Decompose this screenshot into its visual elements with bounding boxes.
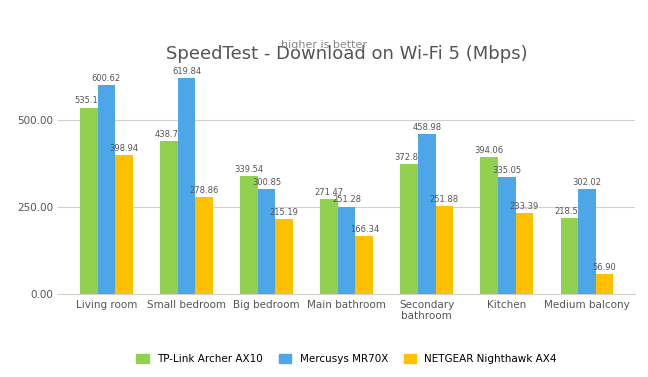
Text: 458.98: 458.98 [412,123,441,132]
Bar [258,189,275,294]
Title: SpeedTest - Download on Wi-Fi 5 (Mbps): SpeedTest - Download on Wi-Fi 5 (Mbps) [166,44,527,63]
Bar [435,206,453,294]
Text: 56.90: 56.90 [593,263,616,272]
Bar [400,164,418,294]
Text: 251.28: 251.28 [332,195,361,204]
Text: 535.17: 535.17 [74,97,103,106]
Bar [320,199,338,294]
Text: 394.06: 394.06 [475,146,504,155]
Text: 335.05: 335.05 [492,166,522,175]
Bar [578,189,596,294]
Text: 302.02: 302.02 [572,178,601,187]
Bar [160,141,178,294]
Text: 271.47: 271.47 [314,188,343,198]
Legend: TP-Link Archer AX10, Mercusys MR70X, NETGEAR Nighthawk AX4: TP-Link Archer AX10, Mercusys MR70X, NET… [132,350,561,368]
Bar [240,176,258,294]
Bar [498,177,516,294]
Text: 215.19: 215.19 [270,208,299,217]
Bar [80,107,98,294]
Bar [356,236,373,294]
Text: 218.53: 218.53 [555,207,584,216]
Text: 166.34: 166.34 [350,225,379,234]
Bar [178,78,195,294]
Bar [338,207,356,294]
Text: 251.88: 251.88 [430,195,459,204]
Text: higher is better: higher is better [281,40,367,50]
Bar [516,213,533,294]
Text: 600.62: 600.62 [92,74,121,83]
Bar [115,155,133,294]
Text: 398.94: 398.94 [110,144,139,153]
Text: 233.39: 233.39 [510,202,539,211]
Bar [418,134,435,294]
Bar [195,197,213,294]
Bar [98,85,115,294]
Bar [596,274,614,294]
Text: 278.86: 278.86 [189,186,219,195]
Bar [480,157,498,294]
Bar [561,218,578,294]
Text: 619.84: 619.84 [172,67,201,76]
Text: 372.88: 372.88 [395,153,424,162]
Text: 438.73: 438.73 [154,130,183,139]
Text: 300.85: 300.85 [252,178,281,187]
Bar [275,219,293,294]
Text: 339.54: 339.54 [235,165,264,174]
